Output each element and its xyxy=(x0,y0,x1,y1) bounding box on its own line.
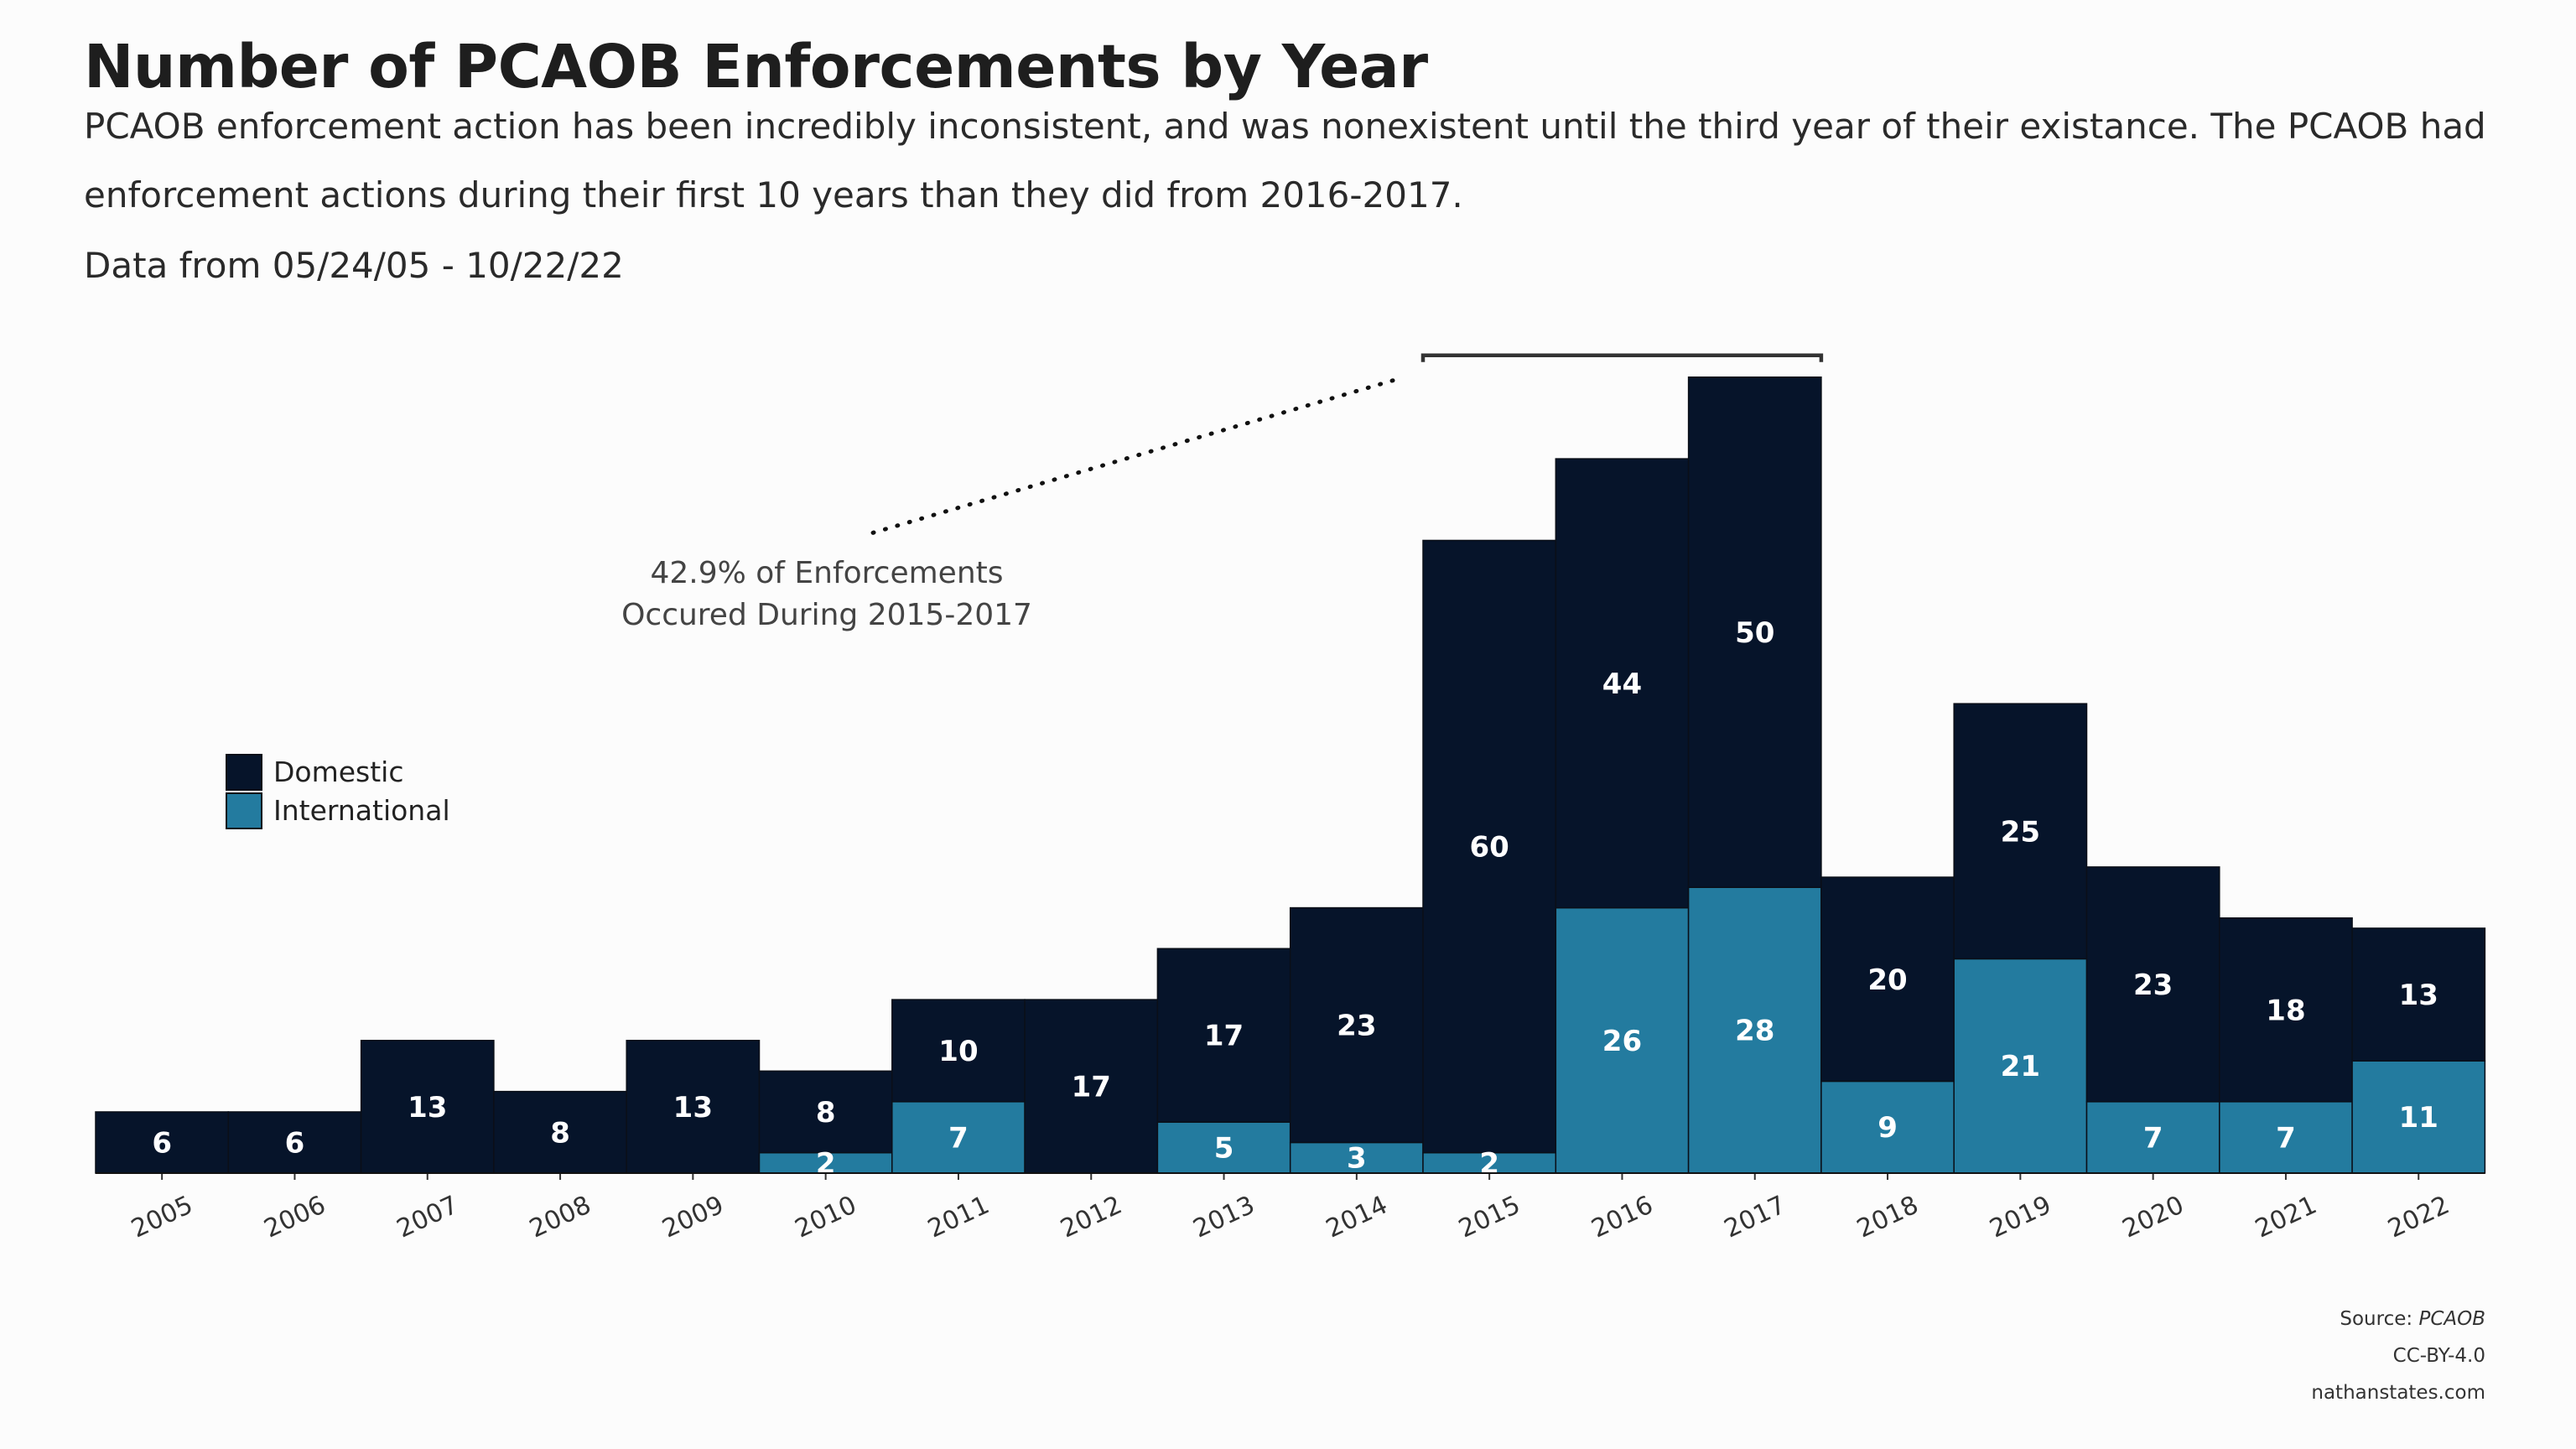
label-domestic-2014: 23 xyxy=(1337,1010,1376,1043)
x-tick-label-2018: 2018 xyxy=(1852,1190,1923,1244)
bar-domestic-2017 xyxy=(1687,376,1822,888)
annotation-text-line-2: Occured During 2015-2017 xyxy=(621,598,1032,632)
x-tick-label-2009: 2009 xyxy=(658,1190,729,1244)
legend-swatch-domestic xyxy=(226,754,262,791)
x-tick-label-2020: 2020 xyxy=(2118,1190,2189,1244)
label-international-2017: 28 xyxy=(1735,1015,1774,1048)
bar-domestic-2021 xyxy=(2219,917,2353,1103)
label-domestic-2006: 6 xyxy=(285,1126,305,1160)
x-tick-label-2008: 2008 xyxy=(525,1190,595,1244)
bar-domestic-2022 xyxy=(2351,927,2486,1062)
bar-domestic-2014 xyxy=(1289,906,1424,1144)
bar-domestic-2010 xyxy=(758,1070,893,1154)
x-tick-label-2013: 2013 xyxy=(1189,1190,1259,1244)
license-credit: CC-BY-4.0 xyxy=(2392,1345,2485,1367)
label-international-2014: 3 xyxy=(1347,1142,1367,1176)
source-credit: Source: PCAOB xyxy=(2340,1308,2485,1330)
label-domestic-2019: 25 xyxy=(2001,815,2040,849)
bar-domestic-2008 xyxy=(493,1090,627,1174)
label-domestic-2021: 18 xyxy=(2266,994,2305,1027)
label-domestic-2015: 60 xyxy=(1469,831,1509,865)
label-domestic-2009: 13 xyxy=(673,1091,713,1124)
x-tick-label-2014: 2014 xyxy=(1322,1190,1392,1244)
x-tick-label-2019: 2019 xyxy=(1986,1190,2056,1244)
label-international-2020: 7 xyxy=(2143,1121,2163,1155)
bar-domestic-2018 xyxy=(1820,876,1955,1083)
label-domestic-2008: 8 xyxy=(550,1116,570,1150)
label-international-2018: 9 xyxy=(1877,1111,1898,1145)
label-international-2022: 11 xyxy=(2399,1101,2438,1135)
label-international-2010: 2 xyxy=(816,1147,836,1181)
label-international-2019: 21 xyxy=(2001,1050,2040,1083)
x-tick-label-2006: 2006 xyxy=(260,1190,330,1244)
legend-label-international: International xyxy=(273,794,450,827)
bar-domestic-2015 xyxy=(1422,539,1557,1154)
x-tick-label-2005: 2005 xyxy=(127,1190,197,1244)
label-domestic-2012: 17 xyxy=(1072,1071,1111,1104)
x-tick-label-2015: 2015 xyxy=(1454,1190,1524,1244)
label-international-2021: 7 xyxy=(2276,1121,2296,1155)
annotation-text-line-1: 42.9% of Enforcements xyxy=(650,556,1003,590)
bar-domestic-2016 xyxy=(1555,458,1690,909)
x-tick-label-2010: 2010 xyxy=(791,1190,861,1244)
label-domestic-2010: 8 xyxy=(816,1096,836,1130)
bar-international-2017 xyxy=(1687,886,1822,1174)
bar-domestic-2013 xyxy=(1156,948,1291,1123)
label-domestic-2022: 13 xyxy=(2399,979,2438,1012)
x-tick-label-2012: 2012 xyxy=(1056,1190,1126,1244)
bar-international-2015 xyxy=(1422,1151,1557,1174)
x-tick-label-2022: 2022 xyxy=(2383,1190,2454,1244)
label-domestic-2013: 17 xyxy=(1204,1020,1244,1053)
chart-subtitle-line-1: PCAOB enforcement action has been incred… xyxy=(84,106,2486,147)
bar-domestic-2007 xyxy=(360,1040,495,1174)
label-domestic-2018: 20 xyxy=(1867,963,1907,997)
legend-swatch-international xyxy=(226,792,262,829)
label-domestic-2011: 10 xyxy=(938,1035,978,1068)
bar-domestic-2019 xyxy=(1953,703,2088,960)
x-tick-label-2017: 2017 xyxy=(1720,1190,1790,1244)
annotation-leader-line xyxy=(863,378,1395,538)
bar-domestic-2011 xyxy=(891,999,1026,1103)
annotation-bracket xyxy=(1420,353,1824,362)
site-credit: nathanstates.com xyxy=(2311,1382,2485,1404)
source-prefix: Source: xyxy=(2340,1308,2419,1330)
label-domestic-2005: 6 xyxy=(152,1126,172,1160)
label-international-2013: 5 xyxy=(1214,1132,1234,1166)
chart-date-range: Data from 05/24/05 - 10/22/22 xyxy=(84,245,624,286)
bar-international-2013 xyxy=(1156,1121,1291,1174)
legend-label-domestic: Domestic xyxy=(273,756,404,788)
label-domestic-2017: 50 xyxy=(1735,616,1774,650)
source-name: PCAOB xyxy=(2418,1308,2485,1330)
bar-domestic-2009 xyxy=(626,1040,761,1174)
bar-international-2014 xyxy=(1289,1141,1424,1174)
bar-domestic-2005 xyxy=(95,1111,230,1174)
label-international-2011: 7 xyxy=(948,1121,969,1155)
x-tick-label-2021: 2021 xyxy=(2251,1190,2321,1244)
bar-international-2016 xyxy=(1555,906,1690,1174)
label-international-2015: 2 xyxy=(1479,1147,1499,1181)
bar-domestic-2012 xyxy=(1024,999,1159,1174)
label-domestic-2016: 44 xyxy=(1602,667,1642,701)
bar-international-2022 xyxy=(2351,1060,2486,1174)
label-domestic-2020: 23 xyxy=(2133,969,2173,1002)
x-tick-label-2007: 2007 xyxy=(392,1190,463,1244)
bar-international-2019 xyxy=(1953,958,2088,1174)
x-tick-label-2011: 2011 xyxy=(923,1190,994,1244)
x-tick-label-2016: 2016 xyxy=(1587,1190,1658,1244)
bar-international-2011 xyxy=(891,1101,1026,1174)
label-domestic-2007: 13 xyxy=(408,1091,447,1124)
chart-subtitle-line-2: enforcement actions during their first 1… xyxy=(84,174,1463,216)
label-international-2016: 26 xyxy=(1602,1025,1642,1058)
chart-title: Number of PCAOB Enforcements by Year xyxy=(84,32,1428,101)
